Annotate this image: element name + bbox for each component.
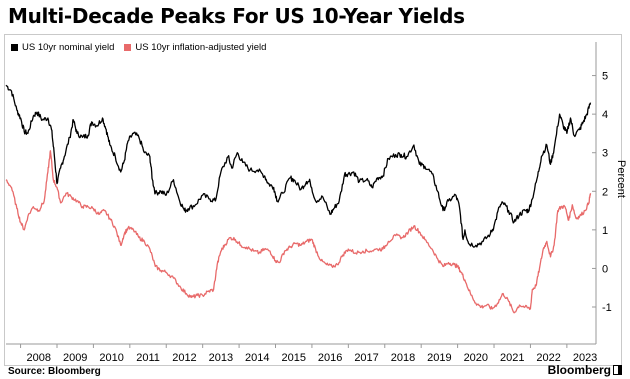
x-tick-label: 2011 — [136, 352, 160, 364]
legend-item-nominal: US 10yr nominal yield — [11, 42, 114, 53]
legend-item-real: US 10yr inflation-adjusted yield — [124, 42, 266, 53]
legend-swatch-nominal — [11, 44, 18, 51]
x-tick-label: 2020 — [464, 352, 488, 364]
y-tick-label: 3 — [602, 148, 608, 160]
x-tick-label: 2008 — [27, 352, 51, 364]
x-tick-label: 2021 — [500, 352, 524, 364]
x-tick-label: 2018 — [391, 352, 415, 364]
legend-swatch-real — [124, 44, 132, 51]
y-tick-label: 5 — [602, 71, 608, 83]
x-tick-label: 2010 — [99, 352, 123, 364]
chart-frame — [4, 34, 622, 366]
x-tick-label: 2015 — [281, 352, 305, 364]
chart-title: Multi-Decade Peaks For US 10-Year Yields — [8, 4, 465, 28]
legend-label-real: US 10yr inflation-adjusted yield — [135, 42, 267, 53]
series-line-nominal — [5, 84, 592, 248]
brand-logo: Bloomberg — [548, 363, 622, 377]
brand-mark-icon — [613, 365, 622, 375]
x-tick-label: 2009 — [63, 352, 87, 364]
x-tick-label: 2016 — [318, 352, 342, 364]
legend: US 10yr nominal yield US 10yr inflation-… — [11, 42, 276, 53]
series-line-real — [5, 150, 592, 314]
y-tick-label: 0 — [602, 263, 608, 275]
legend-label-nominal: US 10yr nominal yield — [22, 42, 115, 53]
y-axis-title: Percent — [615, 160, 627, 198]
y-tick-label: -1 — [602, 302, 612, 314]
x-tick-label: 2013 — [209, 352, 233, 364]
x-tick-label: 2012 — [172, 352, 196, 364]
brand-name: Bloomberg — [547, 363, 611, 377]
x-tick-label: 2023 — [573, 352, 597, 364]
y-tick-label: 2 — [602, 186, 608, 198]
x-tick-label: 2022 — [536, 352, 560, 364]
x-tick-label: 2019 — [427, 352, 451, 364]
y-tick-label: 1 — [602, 225, 608, 237]
x-tick-label: 2017 — [354, 352, 378, 364]
y-tick-label: 4 — [602, 109, 608, 121]
x-tick-label: 2014 — [245, 352, 269, 364]
source-note: Source: Bloomberg — [8, 366, 101, 377]
